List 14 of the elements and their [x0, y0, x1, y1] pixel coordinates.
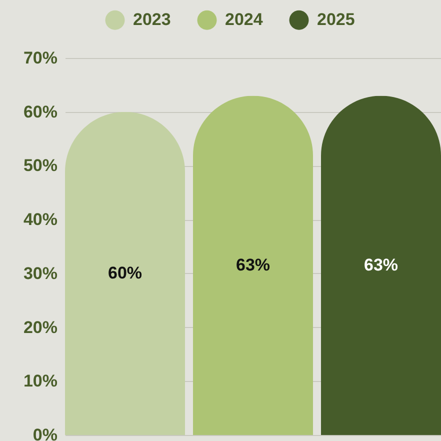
- legend-label: 2025: [317, 10, 355, 30]
- y-tick-label: 0%: [32, 426, 58, 441]
- y-tick-label: 50%: [23, 156, 58, 176]
- y-tick-label: 30%: [23, 264, 58, 283]
- data-label: 63%: [236, 255, 270, 274]
- y-tick-label: 60%: [23, 102, 58, 122]
- legend-label: 2024: [225, 10, 264, 30]
- y-tick-label: 20%: [23, 318, 58, 337]
- legend-label: 2023: [133, 10, 171, 30]
- y-tick-label: 70%: [23, 48, 58, 68]
- y-tick-label: 10%: [23, 372, 58, 391]
- y-tick-label: 40%: [23, 210, 58, 230]
- data-label: 63%: [364, 255, 398, 274]
- data-label: 60%: [108, 263, 142, 282]
